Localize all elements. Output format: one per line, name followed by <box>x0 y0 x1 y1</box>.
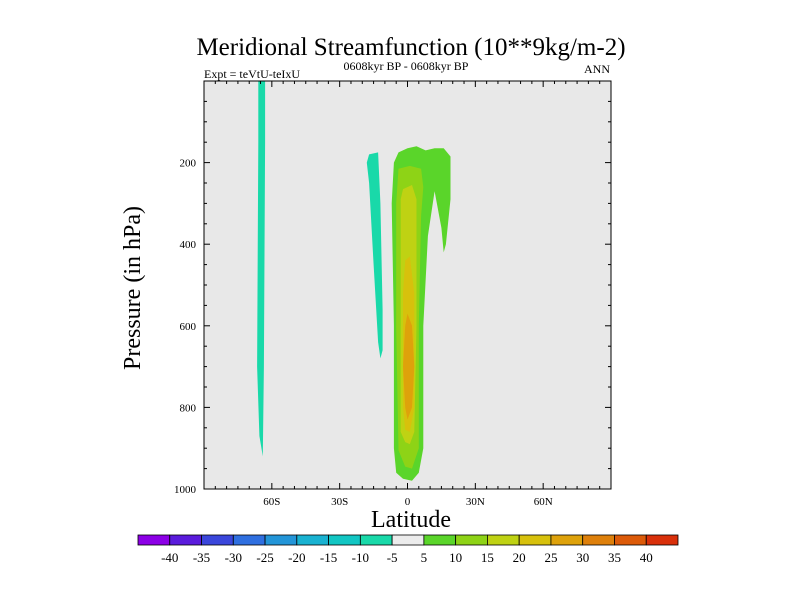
colorbar-swatch <box>518 534 552 546</box>
colorbar-swatch <box>550 534 584 546</box>
x-tick-label: 60N <box>534 496 553 508</box>
colorbar-swatch <box>264 534 298 546</box>
colorbar-label: -20 <box>288 550 305 565</box>
y-tick-label: 400 <box>180 239 197 251</box>
colorbar-label: 20 <box>513 550 526 565</box>
colorbar-label: -40 <box>161 550 178 565</box>
y-tick-label: 800 <box>180 402 197 414</box>
colorbar-label: -35 <box>193 550 210 565</box>
x-tick-label: 60S <box>263 496 280 508</box>
colorbar-label: 40 <box>640 550 653 565</box>
colorbar-label: -10 <box>352 550 369 565</box>
colorbar-label: -30 <box>225 550 242 565</box>
y-tick-label: 600 <box>180 321 197 333</box>
colorbar-swatch <box>201 534 234 546</box>
colorbar-swatch <box>487 534 520 546</box>
contour-region-1 <box>366 152 383 359</box>
contour-region-0 <box>257 81 266 457</box>
colorbar-swatch <box>232 534 266 546</box>
colorbar-swatch <box>137 534 171 546</box>
colorbar-label: -25 <box>256 550 273 565</box>
colorbar-swatch <box>296 534 329 546</box>
colorbar-swatch <box>645 534 679 546</box>
x-tick-label: 30S <box>331 496 348 508</box>
contour-region-6 <box>403 313 415 420</box>
axis-ticks: 60S 30S 0 30N 60N 200 400 600 800 1000 <box>174 80 611 508</box>
x-tick-label: 30N <box>466 496 485 508</box>
y-tick-label: 1000 <box>174 484 197 496</box>
colorbar-swatch <box>391 534 425 546</box>
colorbar-swatch <box>582 534 615 546</box>
colorbar-label: 30 <box>576 550 589 565</box>
contour-regions <box>257 81 451 481</box>
colorbar-label: 35 <box>608 550 621 565</box>
colorbar-swatch <box>455 534 488 546</box>
colorbar-label: 25 <box>544 550 557 565</box>
colorbar-label: 10 <box>449 550 462 565</box>
right-subtitle: ANN <box>584 62 610 76</box>
colorbar-swatch <box>328 534 361 546</box>
colorbar-label: -15 <box>320 550 337 565</box>
x-tick-label: 0 <box>405 496 411 508</box>
colorbar-swatch <box>423 534 457 546</box>
colorbar-label: 15 <box>481 550 494 565</box>
x-axis-title: Latitude <box>371 507 451 533</box>
colorbar-swatch <box>614 534 647 546</box>
colorbar: -40 -35 -30 -25 -20 -15 -10 -5 5 10 15 20 25 30 35 40 <box>137 534 679 565</box>
y-tick-label: 200 <box>180 158 197 170</box>
left-subtitle: Expt = teVtU-teIxU <box>204 67 300 81</box>
y-axis-title: Pressure (in hPa) <box>120 206 146 370</box>
center-subtitle: 0608kyr BP - 0608kyr BP <box>344 59 469 73</box>
colorbar-swatch <box>169 534 202 546</box>
colorbar-label: 5 <box>421 550 428 565</box>
colorbar-label: -5 <box>387 550 398 565</box>
colorbar-swatch <box>359 534 393 546</box>
chart-title: Meridional Streamfunction (10**9kg/m-2) <box>196 34 625 61</box>
